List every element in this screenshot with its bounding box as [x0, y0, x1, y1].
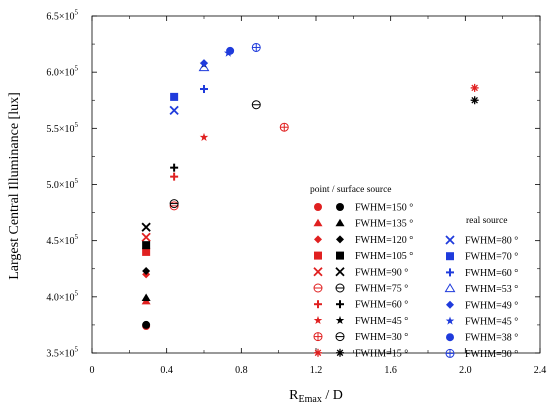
legend-marker-red-2 [314, 235, 322, 244]
data-point-26 [226, 46, 235, 55]
legend-marker-black-9 [336, 348, 344, 357]
x-tick-label: 0.8 [235, 365, 248, 376]
legend-label-real-0: FWHM=80 ° [465, 236, 518, 247]
legend-label-real-5: FWHM=45 ° [465, 317, 518, 328]
data-point-27 [251, 42, 261, 52]
data-point-16 [170, 163, 179, 172]
y-tick-label: 4.0×105 [46, 289, 78, 303]
legend-label-real-4: FWHM=49 ° [465, 300, 518, 311]
y-axis-title: Largest Central Illuminance [lux] [7, 92, 22, 280]
y-tick-label: 4.5×105 [46, 233, 78, 247]
y-tick-label: 3.5×105 [46, 346, 78, 360]
legend-marker-real-3 [444, 283, 456, 293]
legend-marker-real-1 [446, 252, 454, 261]
legend-marker-black-6 [336, 300, 344, 309]
legend-marker-real-0 [445, 235, 455, 245]
data-point-18 [251, 100, 261, 110]
legend-title-real-source: real source [466, 216, 507, 226]
x-tick-label: 1.2 [310, 365, 323, 376]
legend-label-point-8: FWHM=30 ° [355, 332, 408, 343]
legend-marker-black-0 [336, 203, 344, 211]
data-point-5 [169, 201, 179, 211]
legend-marker-black-5 [335, 283, 345, 293]
legend-marker-black-7 [335, 315, 345, 325]
data-point-8 [279, 122, 289, 132]
data-point-3 [142, 247, 151, 256]
legend-marker-red-9 [314, 348, 322, 357]
legend-label-real-6: FWHM=38 ° [465, 333, 518, 344]
legend-marker-red-8 [313, 332, 323, 342]
legend-marker-black-8 [335, 332, 345, 342]
x-axis-title: REmax / D [289, 388, 343, 405]
legend-label-point-9: FWHM=15 ° [355, 348, 408, 359]
x-tick-label: 1.6 [384, 365, 397, 376]
y-tick-label: 5.5×105 [46, 121, 78, 135]
x-tick-labels: 0 0.4 0.8 1.2 1.6 2.0 2.4 [90, 365, 547, 376]
legend-marker-real-7 [445, 348, 455, 358]
legend-label-real-1: FWHM=70 ° [465, 252, 518, 263]
data-point-7 [199, 132, 209, 141]
y-tick-label: 6.5×105 [46, 9, 78, 23]
data-point-15 [169, 199, 179, 209]
legend-marker-red-1 [313, 218, 323, 227]
legend-label-point-3: FWHM=105 ° [355, 251, 413, 262]
legend-marker-red-3 [314, 251, 322, 260]
legend-label-real-7: FWHM=30 ° [465, 349, 518, 360]
legend-label-point-4: FWHM=90 ° [355, 267, 408, 278]
data-point-4 [141, 232, 151, 242]
legend-marker-real-5 [445, 316, 455, 325]
y-tick-label: 6.0×105 [46, 65, 78, 79]
data-point-23 [198, 62, 210, 72]
legend-label-real-3: FWHM=53 ° [465, 284, 518, 295]
x-tick-label: 2.0 [459, 365, 472, 376]
legend-label-point-5: FWHM=75 ° [355, 284, 408, 295]
legend-label-point-7: FWHM=45 ° [355, 316, 408, 327]
legend-marker-black-1 [335, 218, 345, 227]
data-point-21 [170, 92, 179, 101]
legend-marker-red-6 [314, 300, 322, 309]
y-tick-labels: 3.5×105 4.0×105 4.5×105 5.0×105 5.5×105 6.0×1… [46, 9, 78, 360]
legend-marker-red-4 [313, 267, 323, 277]
legend-label-point-6: FWHM=60 ° [355, 300, 408, 311]
legend-label-point-1: FWHM=135 ° [355, 219, 413, 230]
data-point-12 [142, 266, 151, 275]
y-tick-label: 5.0×105 [46, 177, 78, 191]
x-tick-label: 0.4 [160, 365, 173, 376]
legend-marker-red-0 [314, 203, 322, 211]
legend-label-point-0: FWHM=150 ° [355, 203, 413, 214]
legend-marker-black-2 [336, 235, 344, 244]
data-point-13 [142, 241, 151, 250]
legend-marker-real-6 [446, 333, 454, 342]
data-point-19 [470, 96, 479, 105]
axis-ticks [91, 15, 541, 354]
data-point-22 [200, 85, 208, 94]
legend-marker-red-7 [313, 315, 323, 325]
data-point-9 [470, 83, 479, 92]
legend-label-point-2: FWHM=120 ° [355, 235, 413, 246]
data-point-20 [169, 105, 179, 115]
legend-marker-real-4 [446, 300, 454, 309]
legend-marker-red-5 [313, 283, 323, 293]
data-point-11 [141, 293, 151, 301]
data-point-6 [170, 172, 179, 181]
x-tick-label: 2.4 [534, 365, 547, 376]
data-points [141, 42, 479, 331]
legend-marker-real-2 [446, 268, 454, 277]
data-point-24 [200, 59, 208, 68]
data-point-14 [141, 222, 151, 232]
legend-title-point-source: point / surface source [310, 184, 392, 195]
legend-marker-black-4 [335, 267, 345, 277]
legend: point / surface source real source FWHM=15… [310, 184, 518, 360]
x-tick-label: 0 [90, 365, 95, 376]
data-point-10 [142, 320, 151, 329]
legend-marker-black-3 [336, 251, 344, 260]
legend-label-real-2: FWHM=60 ° [465, 268, 518, 279]
